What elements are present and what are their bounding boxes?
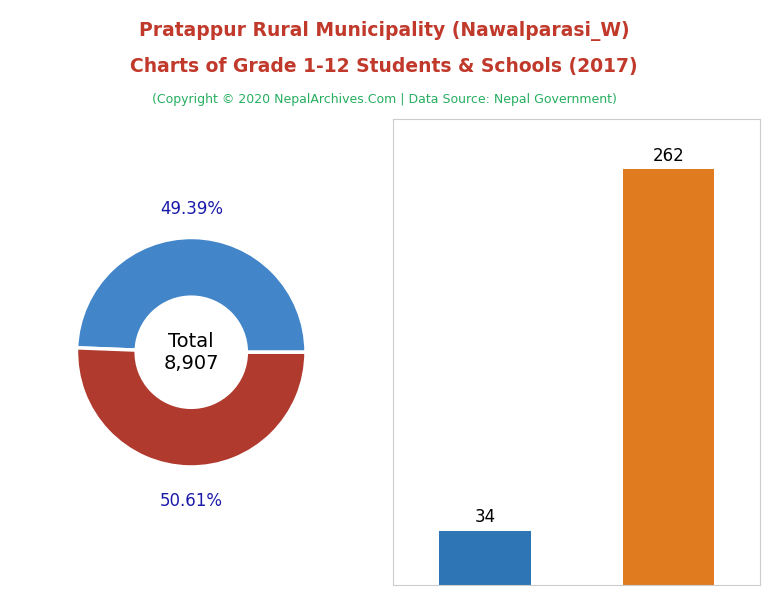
Text: Charts of Grade 1-12 Students & Schools (2017): Charts of Grade 1-12 Students & Schools …	[131, 57, 637, 76]
Text: 49.39%: 49.39%	[160, 200, 223, 218]
Text: 262: 262	[653, 146, 684, 165]
Text: 50.61%: 50.61%	[160, 493, 223, 510]
Text: (Copyright © 2020 NepalArchives.Com | Data Source: Nepal Government): (Copyright © 2020 NepalArchives.Com | Da…	[151, 93, 617, 106]
Text: 34: 34	[475, 508, 495, 527]
Wedge shape	[77, 238, 306, 352]
Bar	[439, 531, 531, 585]
Bar	[623, 170, 714, 585]
Text: Total
8,907: Total 8,907	[164, 332, 219, 373]
Wedge shape	[77, 348, 306, 467]
Text: Pratappur Rural Municipality (Nawalparasi_W): Pratappur Rural Municipality (Nawalparas…	[139, 21, 629, 41]
